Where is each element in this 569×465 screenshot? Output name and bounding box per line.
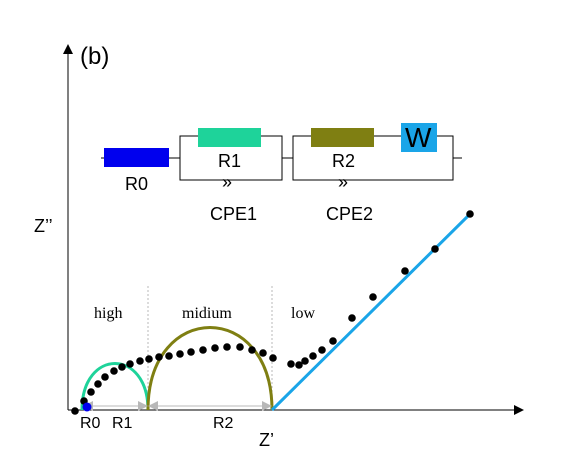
measured-point [269,354,277,362]
r2-resistor [311,128,374,147]
high-frequency-arc [80,362,150,411]
cpe2-symbol: » [338,172,348,192]
measured-point [87,388,95,396]
y-axis-label: Z’’ [34,216,53,236]
region-low-label: low [291,305,315,322]
origin-point [82,402,92,412]
measured-point [187,348,195,356]
medium-frequency-arc [146,326,274,411]
measured-point [101,373,109,381]
measured-point [309,352,317,360]
measured-point [155,353,163,361]
measured-point [318,346,326,354]
measured-point [401,267,409,275]
r1-resistor [198,128,261,147]
measured-point [301,357,309,365]
measured-points [71,210,474,415]
r0-label: R0 [125,174,148,194]
r0-resistor [104,148,169,167]
region-medium-label: midium [182,305,232,322]
cpe2-label: CPE2 [326,204,373,224]
x-axis-label: Z’ [259,430,274,450]
x-tick-label-r0: R0 [80,415,101,432]
measured-point [369,293,377,301]
measured-point [199,346,207,354]
measured-point [466,210,474,218]
measured-point [165,352,173,360]
measured-point [126,360,134,368]
region-high-label: high [94,305,122,322]
measured-point [211,344,219,352]
measured-point [259,349,267,357]
r2-label: R2 [332,151,355,171]
measured-point [431,245,439,253]
measured-point [236,343,244,351]
measured-point [136,357,144,365]
measured-point [145,355,153,363]
measured-point [118,363,126,371]
x-tick-label-r1: R1 [112,415,133,432]
r1-label: R1 [218,151,241,171]
panel-label: (b) [80,43,109,70]
cpe1-symbol: » [222,172,232,192]
warburg-element [401,123,437,152]
cpe1-label: CPE1 [210,204,257,224]
warburg-label: W [405,122,432,153]
measured-point [176,350,184,358]
measured-point [295,361,303,369]
measured-point [248,346,256,354]
measured-point [110,367,118,375]
measured-point [287,360,295,368]
measured-point [329,337,337,345]
equivalent-circuit: R0 R1 » CPE1 R2 W » CPE2 [101,122,462,224]
measured-point [94,380,102,388]
measured-point [223,343,231,351]
measured-point [348,314,356,322]
x-tick-label-r2: R2 [213,415,234,432]
measured-point [71,407,79,415]
